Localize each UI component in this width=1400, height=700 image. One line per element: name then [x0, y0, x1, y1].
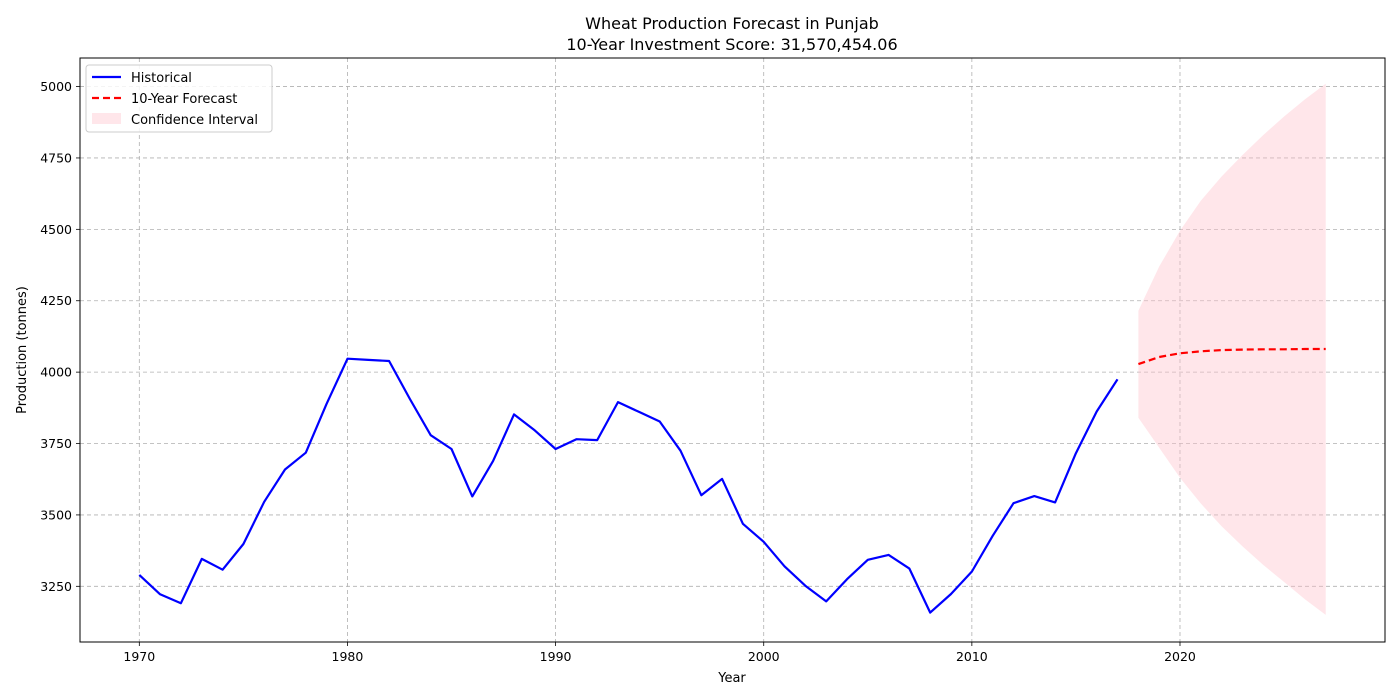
x-tick-label: 2000 [748, 649, 780, 664]
legend-label-historical: Historical [131, 71, 192, 86]
x-tick-label: 1990 [540, 649, 572, 664]
y-tick-label: 4250 [40, 293, 72, 308]
confidence-band [1138, 83, 1326, 615]
legend-label-confidence: Confidence Interval [131, 113, 258, 128]
y-tick-label: 4000 [40, 365, 72, 380]
y-tick-label: 4750 [40, 150, 72, 165]
series-layer [138, 347, 1326, 614]
y-tick-label: 5000 [40, 79, 72, 94]
x-tick-label: 1980 [332, 649, 364, 664]
chart-subtitle: 10-Year Investment Score: 31,570,454.06 [566, 35, 897, 54]
chart-title: Wheat Production Forecast in Punjab [585, 14, 879, 33]
y-axis: 3250 3500 3750 4000 4250 4500 4750 5000 [40, 79, 80, 594]
y-tick-label: 4500 [40, 222, 72, 237]
legend: Historical 10-Year Forecast Confidence I… [85, 64, 273, 133]
x-axis: 1970 1980 1990 2000 2010 2020 [123, 642, 1196, 664]
confidence-band-layer [1138, 83, 1326, 615]
x-axis-label: Year [717, 671, 746, 686]
x-tick-label: 2020 [1164, 649, 1196, 664]
y-tick-label: 3250 [40, 579, 72, 594]
series-line-forecast [1138, 347, 1326, 366]
x-tick-label: 2010 [956, 649, 988, 664]
series-line-historical [138, 357, 1119, 614]
x-tick-label: 1970 [123, 649, 155, 664]
y-axis-label: Production (tonnes) [15, 286, 30, 414]
legend-box [85, 64, 273, 133]
grid [80, 58, 1385, 642]
legend-label-forecast: 10-Year Forecast [131, 92, 237, 107]
plot-frame [79, 57, 1386, 643]
legend-swatch-confidence [92, 113, 121, 124]
y-tick-label: 3750 [40, 436, 72, 451]
y-tick-label: 3500 [40, 507, 72, 522]
